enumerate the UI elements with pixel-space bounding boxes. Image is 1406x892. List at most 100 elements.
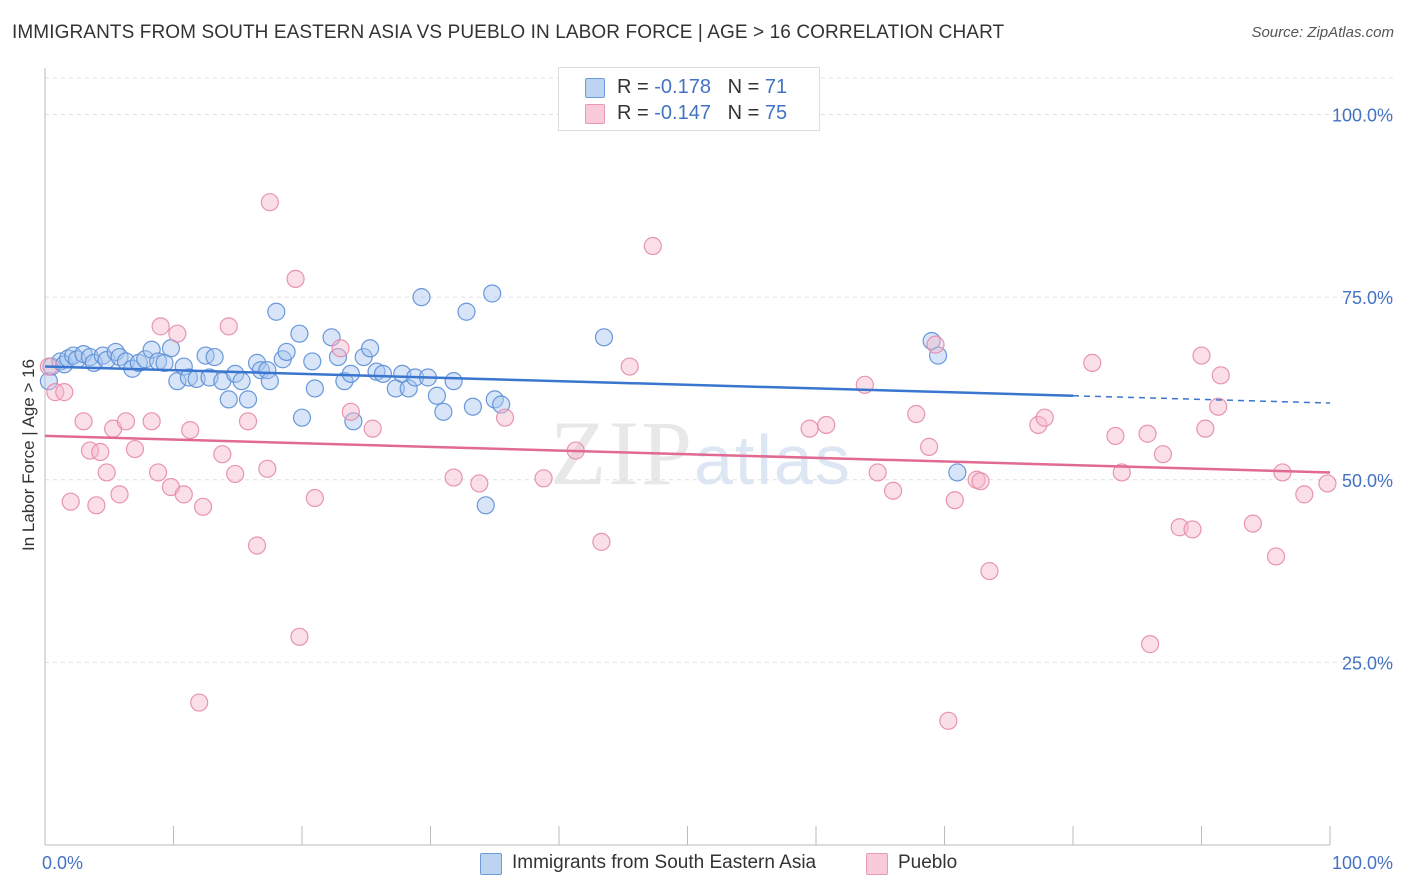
- immigrants-point: [260, 372, 279, 391]
- immigrants-point: [948, 463, 967, 482]
- bottom-legend-swatch-pueblo: [866, 853, 888, 875]
- pueblo-point: [110, 485, 129, 504]
- immigrants-point: [303, 352, 322, 371]
- immigrants-point: [142, 340, 161, 359]
- trend-line-pueblo: [44, 434, 1331, 474]
- pueblo-point: [1183, 520, 1202, 539]
- source-label: Source: ZipAtlas.com: [1251, 24, 1394, 41]
- x-tick-label-min: 0.0%: [42, 853, 83, 873]
- pueblo-point: [1266, 547, 1286, 566]
- pueblo-point: [219, 317, 238, 336]
- immigrants-point: [39, 372, 58, 391]
- immigrants-point: [928, 346, 948, 365]
- pueblo-point: [213, 445, 232, 464]
- pueblo-point: [1209, 397, 1228, 416]
- immigrants-point: [361, 339, 380, 358]
- immigrants-point: [463, 397, 483, 416]
- bottom-legend-swatch-immigrants: [480, 853, 502, 875]
- pueblo-point: [1211, 366, 1230, 385]
- bottom-legend-label-immigrants: Immigrants from South Eastern Asia: [512, 852, 817, 873]
- pueblo-point: [87, 496, 106, 515]
- pueblo-point: [1106, 426, 1125, 446]
- watermark-atlas: atlas: [694, 421, 852, 499]
- pueblo-point: [97, 463, 116, 482]
- pueblo-point: [592, 532, 611, 551]
- immigrants-point: [258, 361, 277, 380]
- pueblo-point: [226, 464, 245, 484]
- legend-n-value: 75: [764, 102, 788, 124]
- bottom-legend-label-pueblo: Pueblo: [898, 852, 958, 873]
- tick-labels: 25.0% 50.0% 75.0% 100.0% 0.0% 100.0% In Labor …: [19, 106, 1393, 873]
- y-tick-label: 25.0%: [1342, 653, 1393, 673]
- grid-lines: [45, 77, 1395, 663]
- pueblo-point: [470, 474, 489, 493]
- immigrants-point: [412, 288, 431, 307]
- pueblo-point: [620, 357, 639, 376]
- y-tick-label: 50.0%: [1342, 471, 1393, 491]
- pueblo-point: [193, 497, 213, 516]
- immigrants-point: [483, 284, 502, 303]
- pueblo-point: [1112, 463, 1131, 482]
- pueblo-point: [148, 463, 168, 482]
- pueblo-point: [116, 412, 136, 431]
- legend-swatch-immigrants: [585, 78, 605, 98]
- immigrants-point: [305, 379, 324, 398]
- pueblo-point: [61, 492, 80, 511]
- immigrants-point: [267, 302, 286, 321]
- y-axis-label: In Labor Force | Age > 16: [19, 359, 38, 551]
- pueblo-point: [868, 463, 887, 482]
- legend-n-label: N =: [727, 102, 765, 124]
- watermark: ZIPatlas: [550, 400, 852, 506]
- pueblo-point: [1192, 346, 1211, 365]
- pueblo-point: [305, 488, 324, 508]
- pueblo-point: [174, 485, 193, 504]
- pueblo-point: [1318, 474, 1337, 493]
- legend-n-value: 71: [764, 76, 788, 98]
- pueblo-point: [91, 442, 110, 462]
- pueblo-point: [286, 269, 305, 288]
- pueblo-point: [444, 468, 463, 487]
- immigrants-point: [179, 368, 199, 387]
- pueblo-point: [1153, 445, 1173, 464]
- pueblo-point: [800, 419, 819, 438]
- pueblo-point: [238, 412, 258, 431]
- pueblo-point: [971, 472, 990, 491]
- immigrants-point: [594, 328, 614, 347]
- immigrants-point: [373, 364, 393, 383]
- pueblo-point: [817, 415, 836, 435]
- pueblo-point: [1083, 353, 1102, 372]
- pueblo-point: [1196, 419, 1215, 438]
- pueblo-point: [151, 317, 170, 336]
- pueblo-point: [980, 561, 999, 581]
- pueblo-point: [926, 335, 945, 354]
- pueblo-point: [363, 419, 382, 438]
- immigrants-point: [232, 372, 251, 391]
- pueblo-point: [1140, 635, 1160, 654]
- pueblo-point: [142, 412, 161, 431]
- legend-r-label: R =: [617, 76, 655, 98]
- pueblo-point: [643, 236, 662, 256]
- immigrants-point: [427, 386, 447, 405]
- pueblo-point: [247, 536, 267, 555]
- chart-title: IMMIGRANTS FROM SOUTH EASTERN ASIA VS PU…: [12, 22, 1005, 43]
- pueblo-point: [74, 412, 93, 431]
- legend-n-label: N =: [727, 76, 765, 98]
- legend-r-value: -0.178: [654, 76, 711, 98]
- immigrants-point: [290, 324, 309, 343]
- immigrants-point: [434, 402, 453, 421]
- series-pueblo-points: [39, 193, 1337, 730]
- pueblo-point: [939, 711, 958, 730]
- pueblo-point: [534, 469, 553, 488]
- trend-lines: [44, 365, 1331, 474]
- pueblo-point: [125, 439, 145, 459]
- pueblo-point: [495, 408, 515, 427]
- immigrants-point: [399, 379, 418, 398]
- pueblo-point: [907, 404, 926, 424]
- pueblo-point: [168, 324, 187, 343]
- pueblo-point: [883, 481, 903, 500]
- immigrants-point: [292, 408, 312, 427]
- pueblo-point: [1035, 408, 1054, 427]
- pueblo-point: [1138, 424, 1157, 443]
- trend-line-immigrants-extrapolated: [1072, 395, 1331, 404]
- pueblo-point: [260, 193, 279, 212]
